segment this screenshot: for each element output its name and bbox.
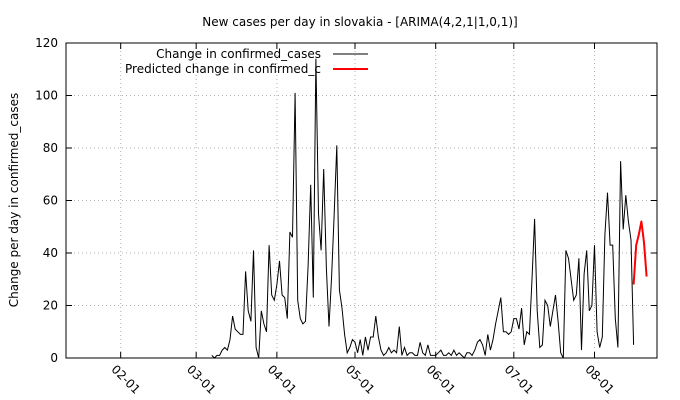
y-tick-label: 120 (35, 36, 58, 50)
series-line-actual (211, 58, 635, 359)
y-tick-label: 40 (43, 246, 58, 260)
x-tick-label: 03-01 (184, 362, 219, 397)
legend: Change in confirmed_cases Predicted chan… (125, 47, 368, 76)
y-tick-label: 0 (50, 351, 58, 365)
legend-label-actual: Change in confirmed_cases (156, 47, 321, 61)
x-tick-label: 02-01 (109, 362, 144, 397)
x-tick-label: 06-01 (424, 362, 459, 397)
x-tick-label: 04-01 (265, 362, 300, 397)
plot-frame (65, 42, 658, 359)
y-axis-label: Change per day in confirmed_cases (7, 93, 21, 308)
x-tick-label: 07-01 (502, 362, 537, 397)
y-tick-label: 60 (43, 194, 58, 208)
series-line-predicted (632, 220, 648, 285)
y-tick-label: 80 (43, 141, 58, 155)
x-tick-label: 08-01 (582, 362, 617, 397)
grid (66, 43, 657, 358)
x-tick-label: 05-01 (343, 362, 378, 397)
legend-label-predicted: Predicted change in confirmed_c (125, 62, 321, 76)
y-tick-label: 20 (43, 299, 58, 313)
chart-title: New cases per day in slovakia - [ARIMA(4… (202, 15, 518, 29)
y-tick-label: 100 (35, 89, 58, 103)
x-axis: 02-01 03-01 04-01 05-01 06-01 07-01 08-01 (109, 43, 617, 397)
y-axis: 0 20 40 60 80 100 120 (35, 36, 657, 365)
